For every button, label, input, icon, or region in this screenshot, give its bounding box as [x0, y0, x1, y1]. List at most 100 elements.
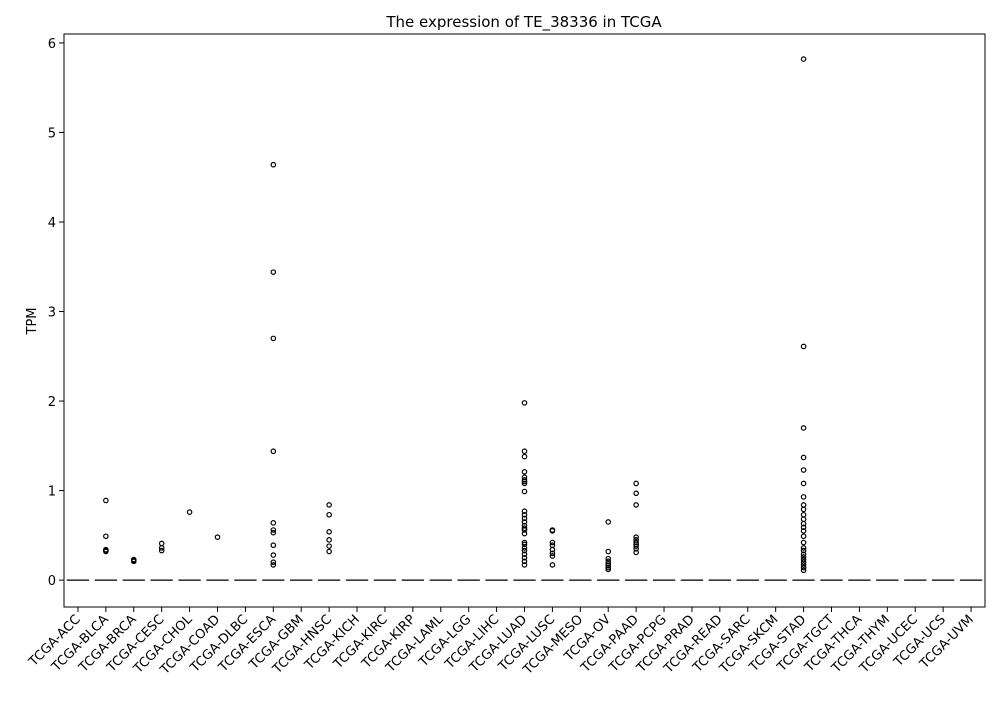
outlier-point	[158, 540, 165, 547]
outlier-point	[103, 548, 109, 555]
outlier-point	[800, 56, 807, 62]
y-tick-label: 0	[48, 574, 56, 589]
outlier-point	[521, 527, 528, 533]
outlier-point	[800, 425, 807, 431]
outlier-point	[800, 545, 807, 551]
outlier-point	[549, 528, 556, 534]
outlier-point	[800, 454, 807, 461]
outlier-point	[521, 558, 528, 565]
outlier-point	[270, 161, 277, 168]
outlier-point	[270, 335, 277, 342]
outlier-point	[800, 520, 807, 527]
outlier-point	[521, 400, 528, 406]
outlier-point	[800, 528, 807, 534]
outlier-point	[800, 562, 807, 568]
outlier-point	[633, 539, 639, 546]
outlier-point	[326, 537, 332, 543]
outlier-point	[605, 561, 612, 567]
outlier-point	[326, 543, 332, 549]
outlier-point	[605, 564, 612, 571]
outlier-point	[521, 453, 528, 460]
outlier-point	[605, 563, 612, 569]
outlier-point	[800, 554, 807, 560]
outlier-point	[130, 558, 137, 565]
plot-frame	[63, 33, 986, 608]
outlier-point	[800, 467, 807, 473]
y-tick-label: 1	[48, 485, 56, 500]
outlier-point	[326, 548, 332, 555]
outlier-point	[521, 554, 528, 561]
outlier-point	[103, 533, 109, 540]
outlier-point	[521, 448, 528, 455]
outlier-point	[521, 551, 528, 557]
outlier-point	[800, 480, 807, 487]
outlier-point	[521, 530, 528, 537]
outlier-point	[800, 516, 807, 523]
outlier-point	[549, 550, 556, 557]
outlier-point	[521, 539, 528, 546]
outlier-point	[270, 542, 277, 549]
outlier-point	[800, 343, 807, 350]
outlier-point	[800, 494, 807, 500]
outlier-point	[800, 511, 807, 518]
outlier-point	[270, 448, 277, 455]
outlier-point	[605, 555, 612, 562]
outlier-point	[800, 502, 807, 508]
y-tick-label: 6	[48, 37, 56, 52]
outlier-point	[633, 546, 639, 552]
outlier-point	[158, 547, 165, 554]
outlier-point	[633, 502, 639, 508]
outlier-point	[800, 567, 807, 574]
outlier-point	[605, 548, 612, 555]
outlier-point	[270, 520, 277, 526]
outlier-point	[521, 469, 528, 475]
outlier-point	[214, 534, 221, 540]
outlier-point	[270, 559, 277, 566]
outlier-point	[633, 480, 639, 487]
outlier-point	[800, 556, 807, 563]
outlier-point	[633, 549, 639, 556]
outlier-point	[158, 545, 165, 551]
outlier-point	[549, 539, 556, 546]
outlier-point	[521, 525, 528, 532]
y-tick-label: 5	[48, 126, 56, 141]
outlier-point	[270, 529, 277, 536]
outlier-point	[521, 519, 528, 525]
outlier-point	[521, 508, 528, 515]
outlier-point	[270, 527, 277, 533]
outlier-point	[521, 541, 528, 548]
outlier-point	[800, 564, 807, 571]
outlier-point	[800, 506, 807, 513]
outlier-point	[326, 528, 332, 535]
outlier-point	[326, 502, 332, 508]
outlier-point	[270, 269, 277, 275]
outlier-point	[103, 497, 109, 504]
outlier-point	[800, 559, 807, 566]
outlier-point	[633, 490, 639, 497]
outlier-point	[521, 562, 528, 568]
outlier-point	[521, 478, 528, 485]
outlier-point	[800, 533, 807, 540]
outlier-point	[800, 547, 807, 554]
outlier-point	[605, 519, 612, 525]
outlier-point	[605, 566, 612, 573]
outlier-point	[800, 524, 807, 531]
outlier-point	[521, 488, 528, 495]
outlier-point	[800, 551, 807, 557]
y-axis-label: TPM	[25, 308, 40, 336]
outlier-point	[549, 562, 556, 568]
outlier-point	[521, 545, 528, 551]
y-tick-label: 3	[48, 306, 56, 321]
outlier-point	[633, 543, 639, 549]
outlier-point	[549, 553, 556, 559]
outlier-point	[800, 539, 807, 546]
y-tick-label: 4	[48, 216, 56, 231]
outlier-point	[633, 534, 639, 540]
outlier-point	[521, 515, 528, 522]
outlier-point	[270, 562, 277, 568]
outlier-point	[326, 511, 332, 518]
plot-area: 0123456TCGA-ACCTCGA-BLCATCGA-BRCATCGA-CE…	[26, 37, 983, 678]
outlier-point	[521, 511, 528, 518]
outlier-point	[270, 552, 277, 558]
